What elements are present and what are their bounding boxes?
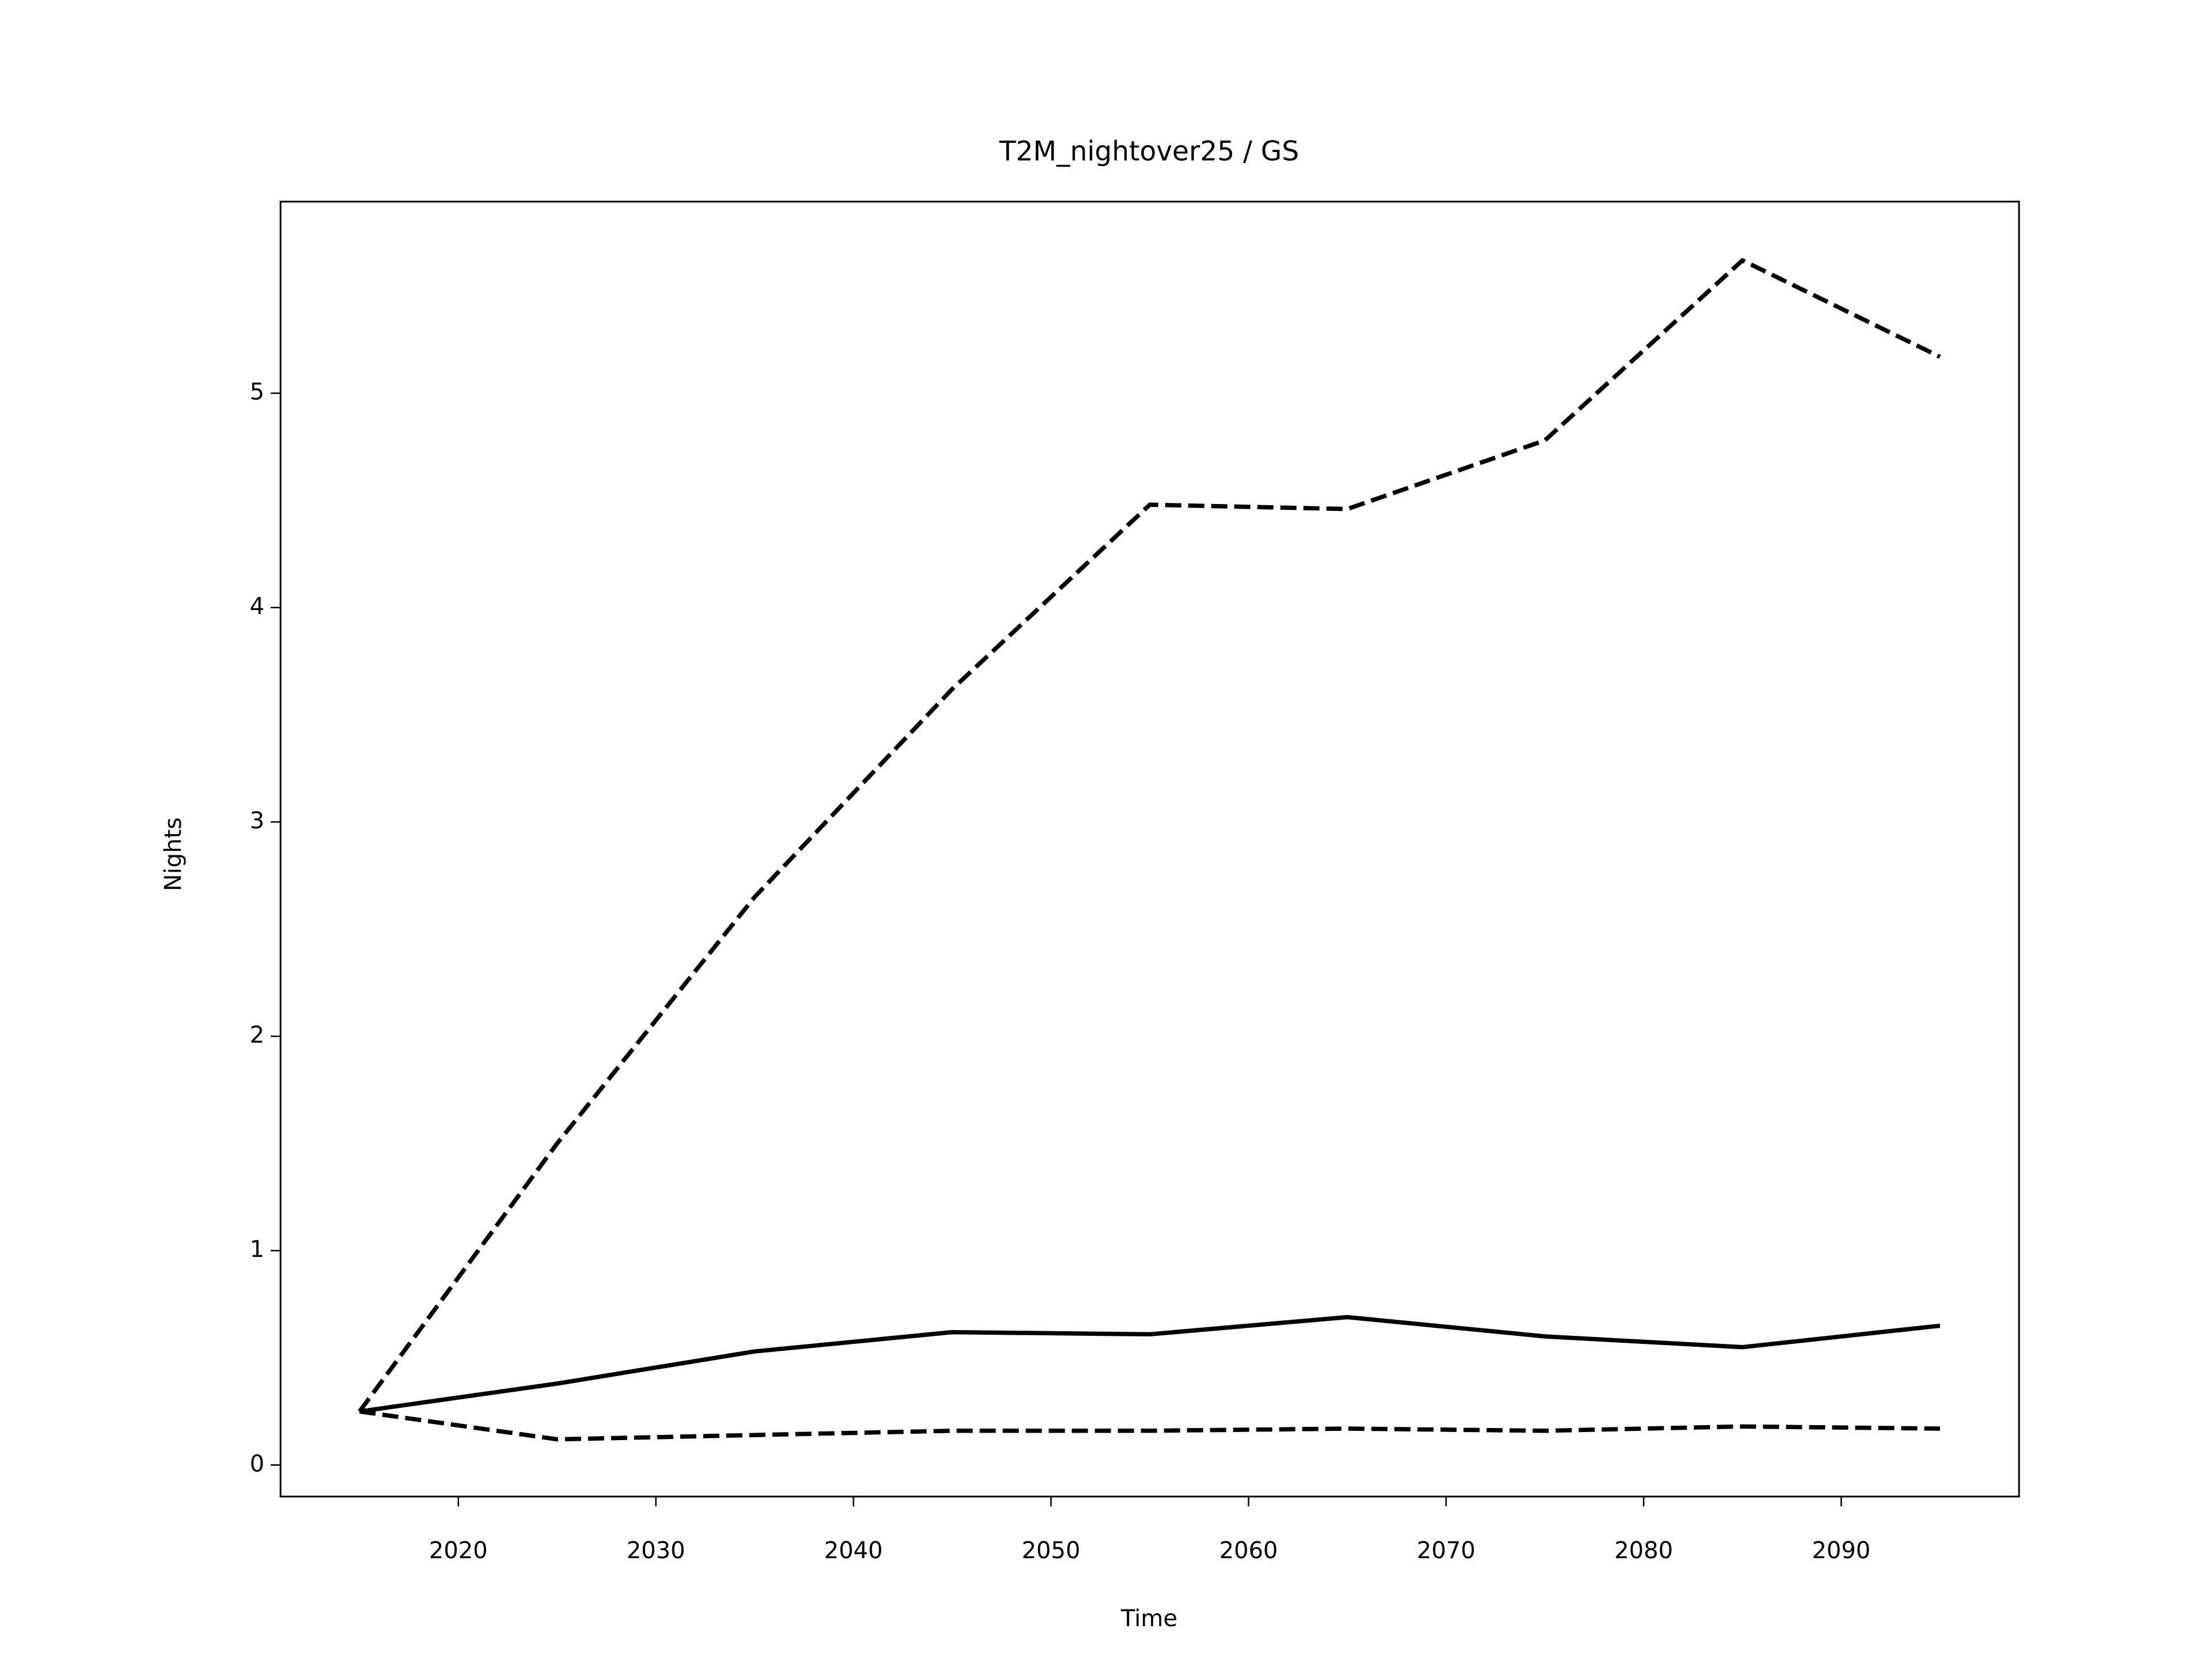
y-tick-label: 2	[250, 1022, 264, 1048]
y-tick-label: 3	[250, 808, 264, 834]
y-tick-label: 0	[250, 1450, 264, 1477]
plot-frame	[279, 200, 2020, 1498]
x-tick-label: 2060	[1219, 1537, 1278, 1564]
x-tick-label: 2080	[1614, 1537, 1673, 1564]
x-tick-label: 2040	[824, 1537, 883, 1564]
y-tick-label: 1	[250, 1236, 264, 1263]
x-tick-label: 2070	[1417, 1537, 1476, 1564]
line-series	[359, 1315, 1941, 1414]
x-tick-label: 2090	[1812, 1537, 1870, 1564]
y-tick-label: 4	[250, 593, 264, 620]
y-axis-label: Nights	[160, 817, 187, 891]
line-series	[358, 258, 1941, 1413]
x-tick-label: 2020	[429, 1537, 488, 1564]
x-tick-label: 2030	[627, 1537, 685, 1564]
y-tick-label: 5	[250, 379, 264, 406]
line-series	[359, 1409, 1940, 1442]
x-tick-label: 2050	[1022, 1537, 1081, 1564]
x-axis-label: Time	[1120, 1605, 1177, 1632]
chart-title: T2M_nightover25 / GS	[999, 136, 1299, 168]
